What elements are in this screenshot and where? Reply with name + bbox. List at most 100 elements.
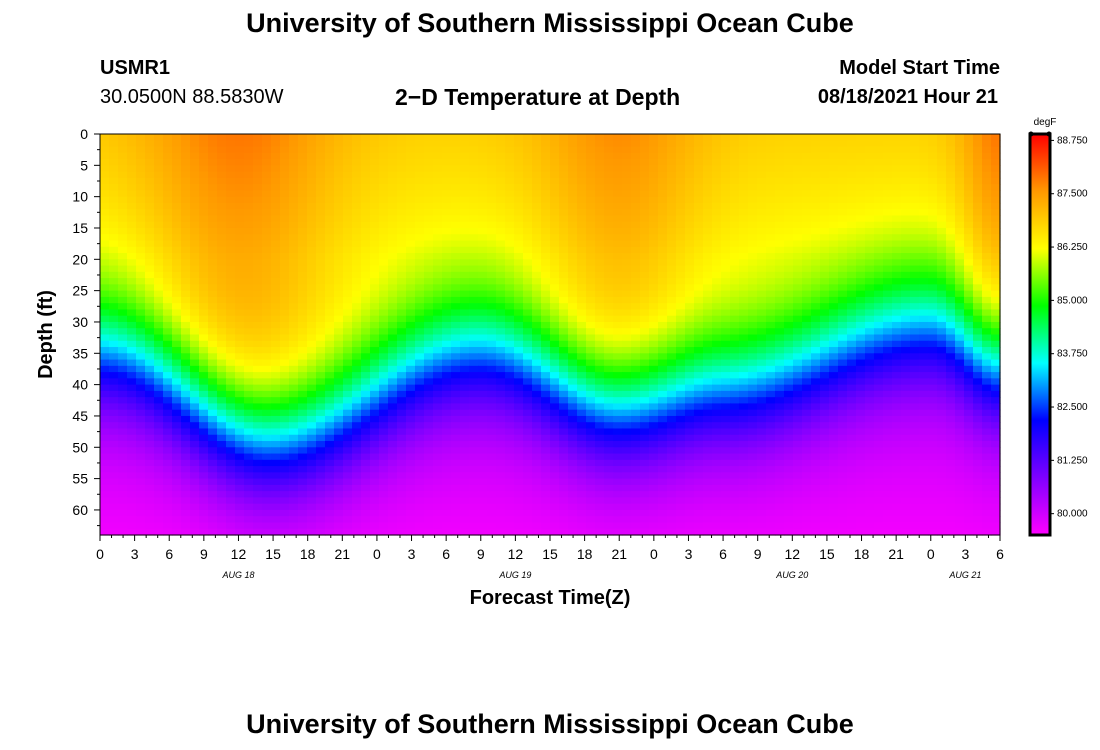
heatmap-cell [154, 309, 164, 317]
heatmap-cell [181, 215, 191, 223]
heatmap-cell [379, 372, 389, 379]
heatmap-cell [118, 215, 128, 223]
heatmap-cell [568, 303, 578, 311]
heatmap-cell [514, 296, 524, 304]
heatmap-cell [217, 227, 227, 235]
heatmap-cell [910, 171, 920, 179]
heatmap-cell [370, 209, 380, 217]
heatmap-cell [361, 428, 371, 436]
heatmap-cell [757, 359, 767, 367]
heatmap-cell [199, 152, 209, 160]
heatmap-cell [226, 190, 236, 198]
heatmap-cell [316, 140, 326, 148]
heatmap-cell [172, 240, 182, 248]
heatmap-cell [955, 140, 965, 148]
heatmap-cell [622, 240, 632, 248]
heatmap-cell [577, 184, 587, 191]
heatmap-cell [172, 209, 182, 217]
heatmap-cell [397, 384, 407, 392]
heatmap-cell [856, 434, 866, 442]
heatmap-cell [577, 309, 587, 317]
heatmap-cell [973, 146, 983, 154]
heatmap-cell [253, 253, 263, 260]
heatmap-cell [631, 384, 641, 392]
heatmap-cell [505, 152, 515, 160]
heatmap-cell [118, 422, 128, 430]
heatmap-cell [298, 434, 308, 442]
heatmap-cell [379, 171, 389, 179]
heatmap-cell [262, 221, 272, 229]
heatmap-cell [352, 328, 362, 336]
heatmap-cell [820, 140, 830, 148]
heatmap-cell [136, 271, 146, 279]
heatmap-cell [847, 340, 857, 348]
heatmap-cell [847, 278, 857, 285]
heatmap-cell [289, 303, 299, 311]
heatmap-cell [226, 177, 236, 185]
heatmap-cell [856, 215, 866, 223]
heatmap-cell [478, 434, 488, 442]
heatmap-cell [703, 240, 713, 248]
heatmap-cell [181, 365, 191, 373]
heatmap-cell [136, 359, 146, 367]
heatmap-cell [982, 378, 992, 386]
heatmap-cell [487, 321, 497, 329]
heatmap-cell [253, 328, 263, 336]
heatmap-cell [145, 359, 155, 367]
heatmap-cell [613, 328, 623, 336]
heatmap-cell [343, 177, 353, 185]
heatmap-cell [802, 334, 812, 342]
heatmap-cell [577, 253, 587, 260]
heatmap-cell [505, 165, 515, 173]
heatmap-cell [559, 328, 569, 336]
heatmap-cell [649, 171, 659, 179]
heatmap-cell [424, 271, 434, 279]
heatmap-cell [505, 278, 515, 285]
heatmap-cell [478, 202, 488, 210]
heatmap-cell [595, 434, 605, 442]
heatmap-cell [415, 184, 425, 191]
heatmap-cell [163, 253, 173, 260]
heatmap-cell [523, 190, 533, 198]
heatmap-cell [793, 290, 803, 298]
heatmap-cell [460, 234, 470, 242]
heatmap-cell [100, 409, 110, 417]
heatmap-cell [289, 278, 299, 285]
heatmap-cell [937, 397, 947, 405]
heatmap-cell [406, 215, 416, 223]
heatmap-cell [460, 240, 470, 248]
heatmap-cell [307, 177, 317, 185]
heatmap-cell [964, 152, 974, 160]
heatmap-cell [973, 253, 983, 260]
heatmap-cell [955, 372, 965, 379]
heatmap-cell [199, 309, 209, 317]
heatmap-cell [892, 409, 902, 417]
heatmap-cell [766, 372, 776, 379]
heatmap-cell [208, 240, 218, 248]
heatmap-cell [955, 278, 965, 285]
heatmap-cell [982, 296, 992, 304]
heatmap-cell [424, 171, 434, 179]
heatmap-cell [235, 290, 245, 298]
heatmap-cell [145, 309, 155, 317]
heatmap-cell [163, 403, 173, 411]
heatmap-cell [838, 353, 848, 361]
heatmap-cell [442, 152, 452, 160]
heatmap-cell [397, 403, 407, 411]
heatmap-cell [748, 196, 758, 204]
heatmap-cell [199, 146, 209, 154]
heatmap-cell [721, 253, 731, 260]
heatmap-cell [352, 353, 362, 361]
heatmap-cell [217, 134, 227, 141]
heatmap-cell [964, 246, 974, 254]
heatmap-cell [964, 284, 974, 292]
heatmap-cell [271, 315, 281, 323]
heatmap-cell [181, 434, 191, 442]
heatmap-cell [721, 227, 731, 235]
heatmap-cell [892, 434, 902, 442]
heatmap-cell [775, 240, 785, 248]
heatmap-cell [271, 434, 281, 442]
heatmap-cell [694, 428, 704, 436]
heatmap-cell [325, 403, 335, 411]
heatmap-cell [766, 278, 776, 285]
